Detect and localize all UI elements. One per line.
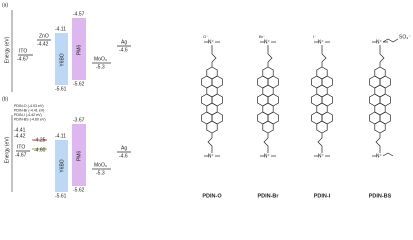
interlayer-levels: -4.41-4.42 -4.25 -4.60 bbox=[14, 127, 47, 153]
level-value: -4.11 bbox=[55, 26, 66, 32]
material-name: Y6BO bbox=[59, 159, 65, 172]
atom-label: N⁺ bbox=[264, 39, 271, 45]
atom-label: N⁺ bbox=[318, 153, 325, 159]
molecule-name: PDIN-O bbox=[202, 193, 222, 199]
level-value: -4.42 bbox=[14, 133, 26, 139]
side-chain bbox=[263, 133, 269, 153]
material-name: PM6 bbox=[76, 151, 82, 162]
molecule-name: PDIN-Br bbox=[257, 193, 279, 199]
panel-label: (b) bbox=[2, 96, 8, 102]
legend-entry: PDIN-O (-4.03 eV) bbox=[14, 104, 44, 108]
level-name: Ag bbox=[121, 39, 127, 45]
material-name: Y6BO bbox=[59, 53, 65, 66]
molecule-name: PDIN-BS bbox=[369, 193, 392, 199]
side-chain bbox=[207, 133, 213, 153]
side-chain bbox=[321, 45, 327, 67]
level-value: -4.25 bbox=[34, 137, 46, 143]
y6bo-box bbox=[55, 33, 68, 85]
ring bbox=[374, 120, 386, 134]
level-value: -4.6 bbox=[119, 47, 128, 53]
material-name: PM6 bbox=[76, 45, 82, 56]
level-name: ZnO bbox=[39, 33, 49, 39]
atom-label: N⁺ bbox=[318, 39, 325, 45]
side-chain bbox=[267, 45, 273, 67]
level-name: ITO bbox=[17, 144, 25, 150]
level-name: MoO₃ bbox=[94, 162, 107, 168]
legend-entry: PDIN-BS (-4.60 eV) bbox=[14, 117, 46, 121]
ring bbox=[262, 120, 274, 134]
level-value: -4.57 bbox=[73, 11, 85, 17]
side-chain bbox=[379, 45, 385, 67]
legend: PDIN-O (-4.03 eV)PDIN-Br (-4.41 eV)PDIN-… bbox=[14, 104, 46, 122]
side-chain bbox=[211, 45, 217, 67]
atom-label: N⁺ bbox=[376, 39, 383, 45]
side-chain bbox=[317, 133, 323, 153]
anion-label: O⁻ bbox=[203, 34, 208, 39]
molecule: N⁺ N⁺ SO₃⁻ PDIN-BS bbox=[369, 34, 412, 199]
level-value: -5.3 bbox=[96, 170, 105, 176]
atom-label: N⁺ bbox=[264, 153, 271, 159]
atom-label: N⁺ bbox=[208, 153, 215, 159]
molecules: N⁺N⁺O⁻PDIN-ON⁺N⁺Br⁻PDIN-BrN⁺N⁺I⁻PDIN-IN⁺… bbox=[201, 34, 412, 199]
figure: (a) Energy (eV) ITO -4.67 ZnO -4.42 -4.1… bbox=[2, 2, 412, 199]
legend-entry: PDIN-I (-4.42 eV) bbox=[14, 113, 42, 117]
level-value: -4.42 bbox=[37, 41, 49, 47]
y6bo-box bbox=[55, 140, 68, 192]
level-value: -3.67 bbox=[73, 117, 85, 123]
level-value: -5.3 bbox=[96, 64, 105, 70]
y-axis-label: Energy (eV) bbox=[4, 36, 10, 63]
anion-label: Br⁻ bbox=[259, 34, 265, 39]
level-value: -5.62 bbox=[73, 81, 85, 87]
anion-label: I⁻ bbox=[313, 34, 316, 39]
level-value: -4.11 bbox=[55, 133, 66, 139]
pm6-box bbox=[72, 18, 86, 80]
anion-label: SO₃⁻ bbox=[399, 34, 411, 40]
atom-label: N⁺ bbox=[208, 39, 215, 45]
molecule: N⁺N⁺I⁻PDIN-I bbox=[311, 34, 333, 199]
level-name: Ag bbox=[121, 145, 127, 151]
level-value: -4.60 bbox=[34, 147, 46, 153]
level-value: -4.41 bbox=[14, 127, 26, 133]
level-value: -4.67 bbox=[15, 152, 27, 158]
molecule-name: PDIN-I bbox=[314, 193, 331, 199]
sulfonate-chain bbox=[382, 152, 394, 157]
ring bbox=[206, 120, 218, 134]
sulfonate-chain bbox=[382, 38, 399, 43]
level-value: -5.61 bbox=[55, 193, 67, 199]
level-value: -4.67 bbox=[17, 56, 29, 62]
level-value: -5.62 bbox=[73, 187, 85, 193]
ring bbox=[316, 120, 328, 134]
molecule: N⁺N⁺Br⁻PDIN-Br bbox=[257, 34, 279, 199]
pm6-box bbox=[72, 124, 86, 186]
y-axis-label: Energy (eV) bbox=[4, 136, 10, 163]
panel-label: (a) bbox=[2, 2, 8, 8]
level-value: -5.61 bbox=[55, 86, 67, 92]
side-chain bbox=[375, 133, 381, 153]
atom-label: N⁺ bbox=[376, 153, 383, 159]
legend-entry: PDIN-Br (-4.41 eV) bbox=[14, 108, 44, 112]
level-name: ITO bbox=[19, 48, 27, 54]
molecule: N⁺N⁺O⁻PDIN-O bbox=[201, 34, 223, 199]
level-name: MoO₃ bbox=[94, 56, 107, 62]
level-value: -4.6 bbox=[119, 153, 128, 159]
